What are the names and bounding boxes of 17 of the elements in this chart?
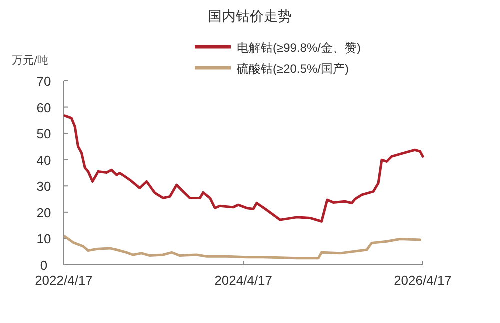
y-tick-label: 60 bbox=[36, 100, 52, 116]
chart-title: 国内钴价走势 bbox=[208, 9, 292, 25]
y-tick-label: 20 bbox=[36, 205, 52, 220]
line-series bbox=[64, 114, 424, 223]
legend-label: 硫酸钴(≥20.5%/国产) bbox=[237, 62, 349, 76]
y-tick-label: 40 bbox=[36, 152, 52, 168]
y-tick-label: 70 bbox=[36, 74, 52, 89]
y-axis-title: 万元/吨 bbox=[12, 54, 49, 67]
y-tick-label: 0 bbox=[40, 258, 48, 273]
legend-label: 电解钴(≥99.8%/金、赞) bbox=[237, 41, 361, 55]
y-tick-label: 30 bbox=[36, 179, 52, 194]
x-tick-label: 2022/4/17 bbox=[35, 273, 93, 288]
x-tick-label: 2026/4/17 bbox=[394, 273, 452, 288]
y-tick-label: 10 bbox=[36, 232, 52, 247]
line-series bbox=[64, 235, 422, 260]
y-tick-label: 50 bbox=[36, 126, 52, 142]
x-tick-label: 2024/4/17 bbox=[214, 273, 273, 288]
